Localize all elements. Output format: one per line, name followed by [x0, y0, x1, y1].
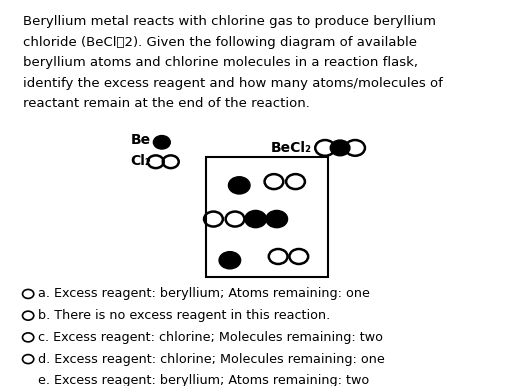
Circle shape	[266, 210, 288, 228]
Circle shape	[245, 210, 266, 228]
Circle shape	[154, 135, 170, 149]
Text: a. Excess reagent: beryllium; Atoms remaining: one: a. Excess reagent: beryllium; Atoms rema…	[38, 288, 370, 300]
Circle shape	[228, 177, 250, 194]
Text: Cl₂: Cl₂	[130, 154, 151, 168]
Text: reactant remain at the end of the reaction.: reactant remain at the end of the reacti…	[24, 97, 310, 110]
Text: b. There is no excess reagent in this reaction.: b. There is no excess reagent in this re…	[38, 309, 331, 322]
Text: identify the excess reagent and how many atoms/molecules of: identify the excess reagent and how many…	[24, 77, 443, 90]
FancyBboxPatch shape	[206, 157, 328, 277]
Text: beryllium atoms and chlorine molecules in a reaction flask,: beryllium atoms and chlorine molecules i…	[24, 56, 418, 69]
Text: chloride (BeCl2). Given the following diagram of available: chloride (BeCl2). Given the following d…	[24, 36, 417, 49]
Text: d. Excess reagent: chlorine; Molecules remaining: one: d. Excess reagent: chlorine; Molecules r…	[38, 352, 385, 366]
Text: c. Excess reagent: chlorine; Molecules remaining: two: c. Excess reagent: chlorine; Molecules r…	[38, 331, 383, 344]
Text: Beryllium metal reacts with chlorine gas to produce beryllium: Beryllium metal reacts with chlorine gas…	[24, 15, 436, 28]
Circle shape	[219, 252, 241, 269]
Circle shape	[330, 140, 350, 156]
Text: BeCl₂: BeCl₂	[270, 141, 311, 155]
Text: Be: Be	[131, 134, 151, 147]
Text: e. Excess reagent: beryllium; Atoms remaining: two: e. Excess reagent: beryllium; Atoms rema…	[38, 374, 370, 386]
